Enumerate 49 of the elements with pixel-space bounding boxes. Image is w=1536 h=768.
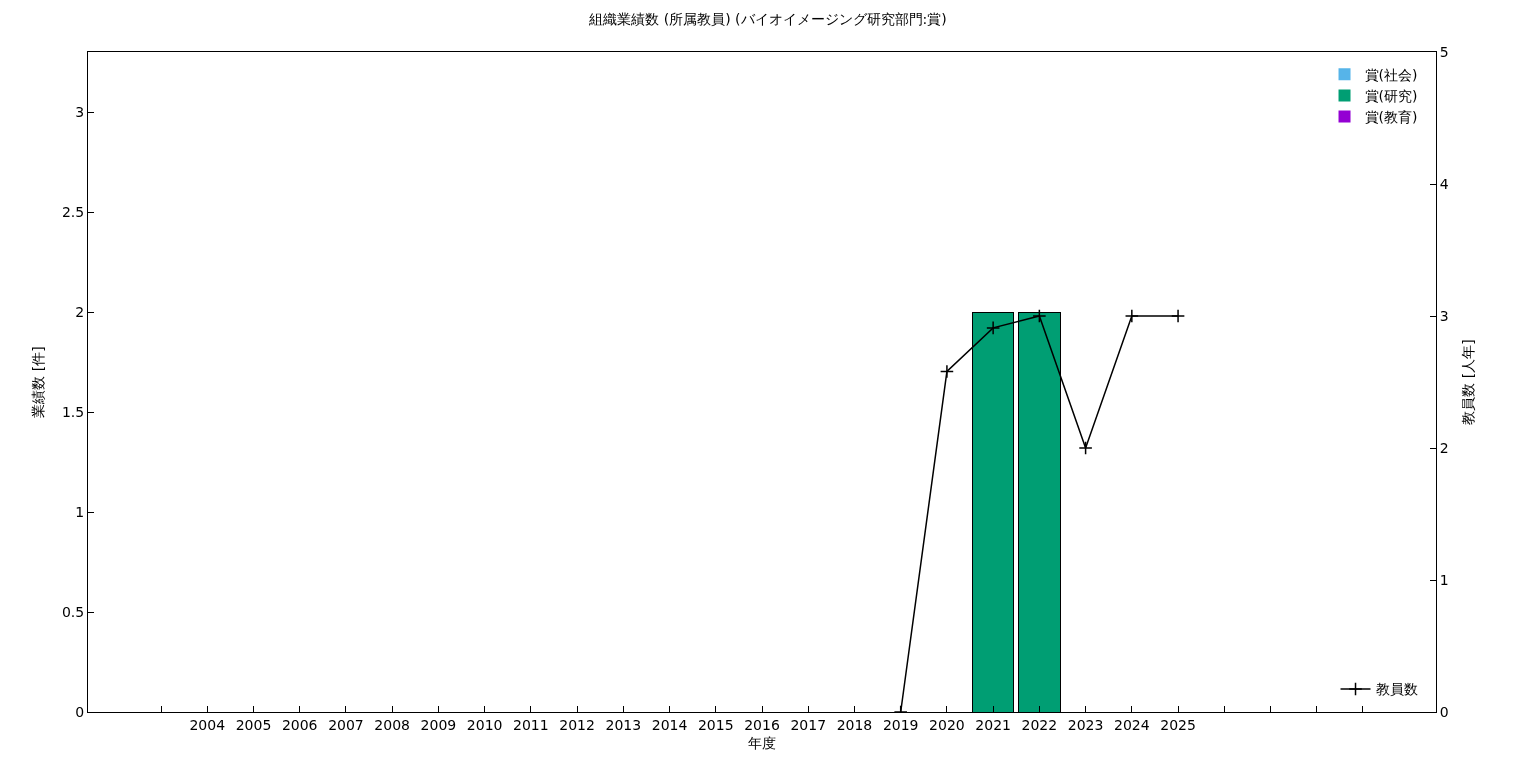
point xyxy=(939,364,954,379)
y-tick-label: 2.5 xyxy=(61,203,85,220)
point xyxy=(1124,308,1139,324)
x-tick-label: 2018 xyxy=(836,716,873,733)
x-tick-label: 2013 xyxy=(605,716,642,733)
x-tick-label: 2023 xyxy=(1067,716,1104,733)
y2-tick-label: 5 xyxy=(1439,43,1449,60)
y-tick-label: 3 xyxy=(75,103,85,120)
chart-title: 組織業績数 (所属教員) (バイオイメージング研究部門:賞) xyxy=(588,11,947,28)
y2-tick-label: 2 xyxy=(1439,439,1449,456)
point xyxy=(986,320,1001,335)
x-tick-label: 2021 xyxy=(975,716,1011,733)
x-tick-label: 2020 xyxy=(929,716,965,733)
x-tick-label: 2025 xyxy=(1160,716,1196,733)
legend-label: 賞(社会) xyxy=(1364,66,1418,83)
x-tick-label: 2009 xyxy=(420,716,457,733)
x-tick-label: 2007 xyxy=(328,716,364,733)
y2-axis-title: 教員数 [人年] xyxy=(1460,339,1477,425)
y2-tick-label: 3 xyxy=(1439,307,1449,324)
y-tick-label: 0 xyxy=(75,703,85,720)
legend-label: 賞(教育) xyxy=(1364,109,1418,126)
x-axis-title: 年度 xyxy=(748,735,776,752)
y-tick-label: 0.5 xyxy=(61,603,85,620)
legend-label: 教員数 xyxy=(1375,681,1418,698)
x-tick-label: 2016 xyxy=(744,716,780,733)
y2-tick-label: 0 xyxy=(1439,703,1449,720)
x-tick-label: 2022 xyxy=(1021,716,1058,733)
x-tick-label: 2006 xyxy=(281,716,318,733)
x-tick-label: 2012 xyxy=(559,716,595,733)
y-tick-label: 1.5 xyxy=(61,403,85,420)
x-tick-label: 2011 xyxy=(513,716,549,733)
y-tick-label: 1 xyxy=(75,503,85,520)
point xyxy=(1078,440,1093,456)
x-tick-label: 2005 xyxy=(235,716,272,733)
x-tick-label: 2014 xyxy=(651,716,688,733)
x-tick-label: 2017 xyxy=(790,716,827,733)
legend-label: 賞(研究) xyxy=(1364,87,1418,104)
x-tick-label: 2010 xyxy=(466,716,503,733)
point xyxy=(1032,308,1047,324)
x-tick-label: 2015 xyxy=(697,716,734,733)
x-tick-label: 2008 xyxy=(374,716,410,733)
y-tick-label: 2 xyxy=(75,303,85,320)
point xyxy=(1171,308,1186,324)
y2-tick-label: 4 xyxy=(1439,175,1449,192)
y-axis-title: 業績数 [件] xyxy=(29,346,46,418)
y2-tick-label: 1 xyxy=(1439,571,1449,588)
x-tick-label: 2024 xyxy=(1114,716,1150,733)
x-tick-label: 2004 xyxy=(189,716,226,733)
x-tick-label: 2019 xyxy=(882,716,919,733)
